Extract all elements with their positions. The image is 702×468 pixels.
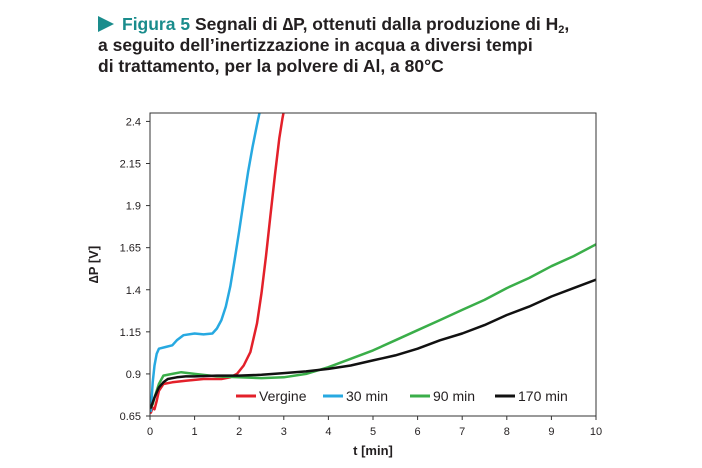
figure-caption: Figura 5 Segnali di ∆P, ottenuti dalla p… (98, 14, 688, 77)
y-tick-label: 0.65 (120, 411, 141, 423)
x-tick-label: 7 (459, 426, 465, 438)
x-tick-label: 10 (590, 426, 602, 438)
y-tick-label: 1.4 (126, 285, 141, 297)
x-axis-ticks: 0 1 2 3 4 5 6 7 8 9 10 (147, 416, 602, 438)
x-axis-label: t [min] (353, 443, 393, 458)
caption-line-3: di trattamento, per la polvere di Al, a … (98, 56, 444, 76)
y-tick-label: 0.9 (126, 369, 141, 381)
caption-subscript: 2 (558, 24, 565, 36)
figure-label: Figura 5 (122, 14, 191, 34)
series-line-vergine (150, 113, 285, 414)
legend-label: 90 min (433, 388, 475, 404)
y-tick-label: 1.9 (126, 201, 141, 213)
x-tick-label: 9 (548, 426, 554, 438)
series-lines (150, 113, 596, 414)
y-tick-label: 1.15 (120, 327, 141, 339)
y-tick-label: 2.4 (126, 116, 141, 128)
series-line-30-min (150, 113, 261, 413)
caption-arrow-icon (98, 16, 114, 32)
y-tick-label: 1.65 (120, 243, 141, 255)
legend: Vergine 30 min 90 min 170 min (236, 388, 568, 404)
x-tick-label: 8 (504, 426, 510, 438)
y-tick-label: 2.15 (120, 159, 141, 171)
caption-line-2: a seguito dell’inertizzazione in acqua a… (98, 35, 533, 55)
legend-label: 170 min (518, 388, 568, 404)
caption-text: Segnali di ∆P, ottenuti dalla produzione… (190, 14, 559, 34)
x-tick-label: 6 (415, 426, 421, 438)
x-tick-label: 0 (147, 426, 153, 438)
x-tick-label: 5 (370, 426, 376, 438)
legend-label: Vergine (259, 388, 307, 404)
x-tick-label: 2 (236, 426, 242, 438)
series-line-170-min (150, 278, 596, 409)
y-axis-ticks: 0.65 0.9 1.15 1.4 1.65 1.9 2.15 2.4 (120, 116, 150, 423)
legend-label: 30 min (346, 388, 388, 404)
x-tick-label: 4 (325, 426, 331, 438)
caption-line-1: Figura 5 Segnali di ∆P, ottenuti dalla p… (98, 14, 688, 36)
caption-text-end: , (564, 14, 570, 34)
y-axis-label: ∆P [V] (86, 246, 101, 283)
plot-frame (149, 112, 597, 417)
x-tick-label: 1 (192, 426, 198, 438)
x-tick-label: 3 (281, 426, 287, 438)
